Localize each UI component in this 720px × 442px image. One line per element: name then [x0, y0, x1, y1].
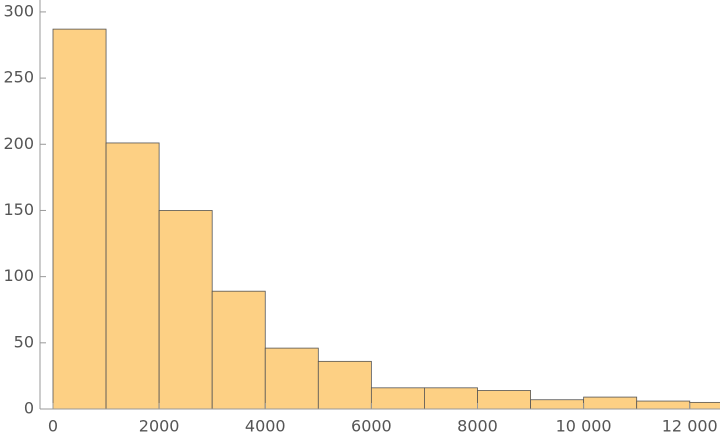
bar [689, 401, 720, 410]
bar [105, 142, 160, 410]
x-tick-label: 4000 [245, 417, 286, 436]
bar [530, 399, 585, 410]
bar [583, 396, 638, 410]
y-tick-label: 150 [3, 200, 34, 219]
bar [370, 387, 425, 410]
x-tick-label: 0 [48, 417, 58, 436]
bar [636, 400, 691, 410]
bar [477, 390, 531, 410]
bar [52, 28, 107, 410]
y-tick-label: 0 [24, 399, 34, 418]
y-tick-label: 100 [3, 266, 34, 285]
y-tick-label: 250 [3, 68, 34, 87]
bar [211, 290, 266, 410]
x-tick-label: 12 000 [662, 417, 718, 436]
x-tick-label: 8000 [457, 417, 498, 436]
plot-area [52, 28, 720, 410]
bar [317, 360, 372, 410]
x-tick-label: 2000 [139, 417, 180, 436]
x-tick-label: 6000 [351, 417, 392, 436]
y-tick-label: 200 [3, 134, 34, 153]
y-tick-label: 300 [3, 1, 34, 20]
bar [158, 210, 213, 410]
bar [264, 347, 319, 410]
bar [424, 387, 478, 410]
x-tick-label: 10 000 [556, 417, 612, 436]
y-tick-label: 50 [14, 332, 34, 351]
